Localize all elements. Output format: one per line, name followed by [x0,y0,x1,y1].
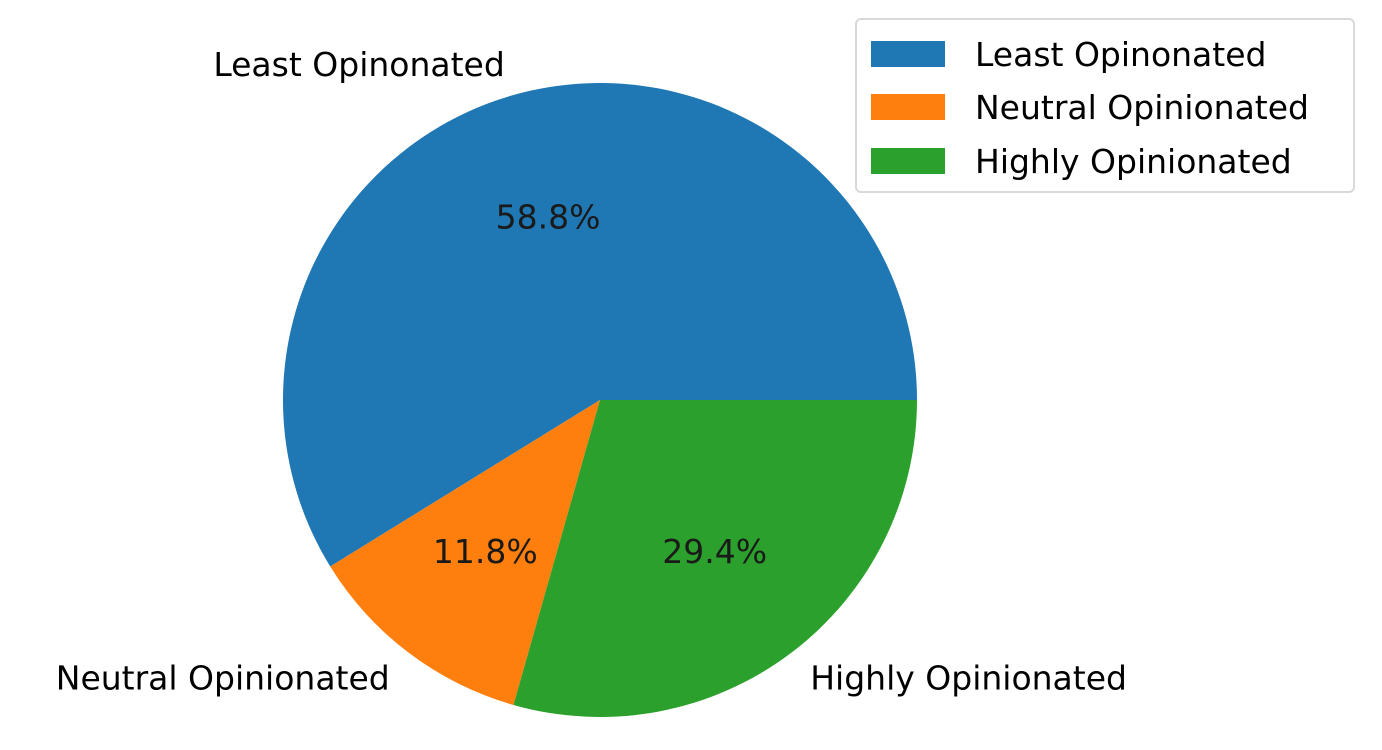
pie-slice-label-neutral-opinionated: Neutral Opinionated [56,659,390,698]
legend-swatch-least-opinonated [871,41,945,67]
legend-swatch-highly-opinionated [871,148,945,174]
pie-slice-label-least-opinonated: Least Opinonated [213,45,504,84]
legend-label-neutral-opinionated: Neutral Opinionated [975,87,1309,127]
pie-slice-highly-opinionated [513,400,917,718]
pie-percent-label-neutral-opinionated: 11.8% [433,532,538,571]
legend-label-least-opinonated: Least Opinonated [975,34,1267,74]
legend-item-least-opinonated: Least Opinonated [871,34,1266,74]
legend-item-highly-opinionated: Highly Opinionated [871,141,1292,181]
pie-slice-neutral-opinionated [330,400,600,705]
legend-swatch-neutral-opinionated [871,94,945,120]
pie-slice-least-opinonated [283,83,917,567]
pie-percent-label-least-opinonated: 58.8% [496,198,601,237]
pie-slice-label-highly-opinionated: Highly Opinionated [810,659,1127,698]
pie-percent-label-highly-opinionated: 29.4% [662,532,767,571]
legend: Least Opinonated Neutral Opinionated Hig… [855,18,1355,193]
legend-label-highly-opinionated: Highly Opinionated [975,141,1292,181]
legend-item-neutral-opinionated: Neutral Opinionated [871,87,1309,127]
